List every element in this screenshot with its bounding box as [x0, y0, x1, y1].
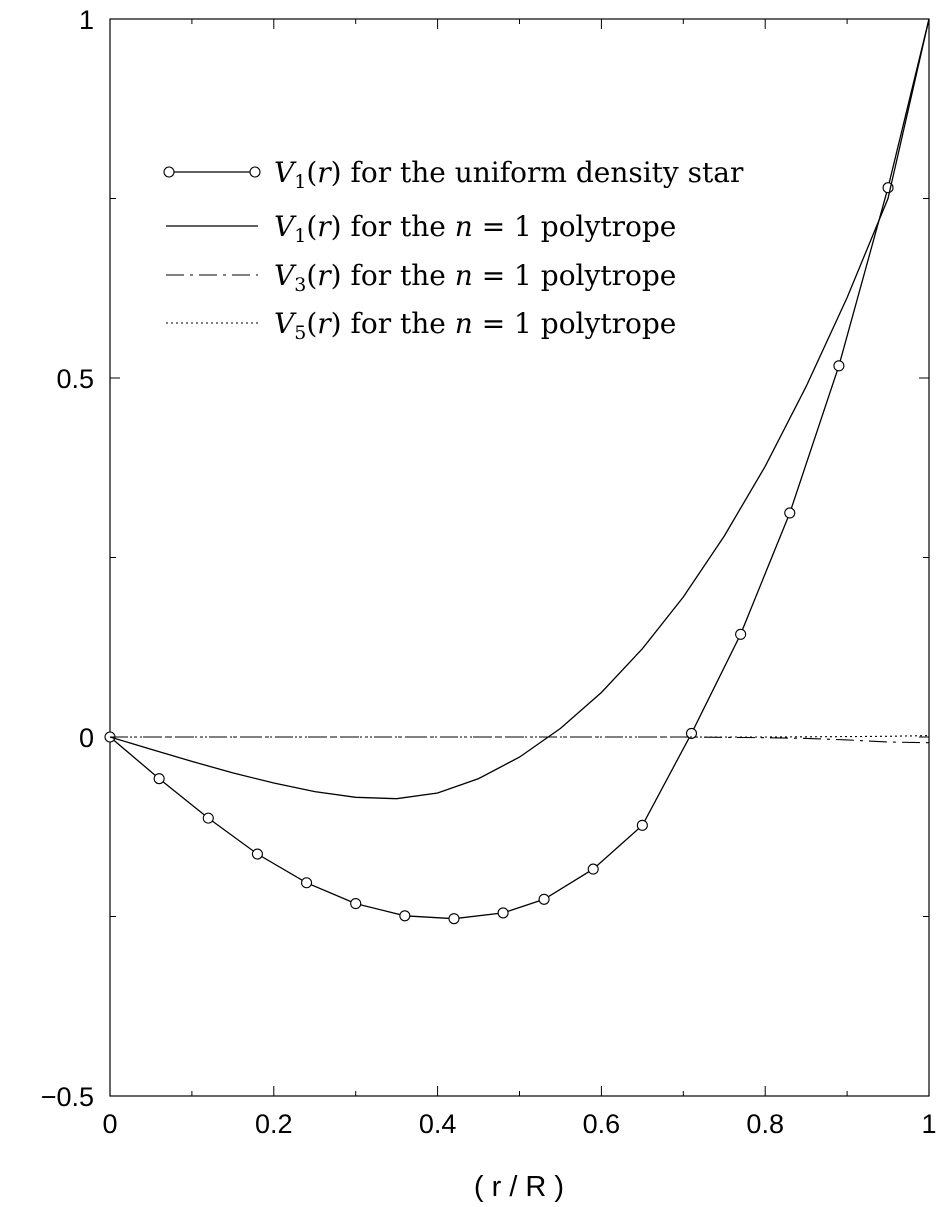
legend-label-3: V3(r) for the n = 1 polytrope [274, 259, 676, 296]
series-line-4 [110, 735, 930, 738]
legend-label-1: V1(r) for the uniform density star [274, 156, 744, 193]
y-tick-label: 1 [79, 5, 94, 35]
series-1-marker [587, 863, 599, 875]
x-tick-label: 0.6 [583, 1109, 621, 1139]
x-tick-label: 0.2 [255, 1109, 293, 1139]
series-1-marker [399, 910, 411, 922]
x-axis-title: ( r / R ) [474, 1171, 564, 1203]
series-1-marker [833, 360, 845, 372]
series-1-marker [636, 819, 648, 831]
x-tick-label: 0.4 [419, 1109, 457, 1139]
x-tick-label: 0 [102, 1109, 117, 1139]
series-line-3 [110, 736, 930, 744]
series-1-marker [202, 812, 214, 824]
series-line-2 [109, 18, 930, 800]
series-1-marker [153, 773, 165, 785]
series-1-marker [497, 907, 509, 919]
series-layer [104, 18, 930, 925]
series-1-marker [448, 913, 460, 925]
tick-labels: 0 0.2 0.4 0.6 0.8 1 −0.5 0 0.5 1 [41, 5, 936, 1139]
series-1-marker [301, 877, 313, 889]
series-1-marker [538, 893, 550, 905]
legend: V1(r) for the uniform density star V1(r) … [163, 156, 744, 344]
x-tick-label: 0.8 [746, 1109, 784, 1139]
series-line-1 [109, 18, 930, 920]
legend-marker [163, 166, 175, 178]
y-tick-label: 0.5 [56, 364, 94, 394]
y-tick-label: 0 [79, 723, 94, 753]
series-1-marker [685, 727, 698, 739]
legend-label-2: V1(r) for the n = 1 polytrope [274, 210, 676, 247]
series-1-marker [784, 507, 796, 519]
series-1-marker [350, 898, 362, 910]
series-1-marker [251, 848, 263, 860]
legend-label-4: V5(r) for the n = 1 polytrope [274, 307, 676, 344]
series-1-marker [735, 628, 747, 640]
y-tick-label: −0.5 [41, 1082, 94, 1112]
legend-marker [249, 166, 261, 178]
x-tick-label: 1 [921, 1109, 936, 1139]
